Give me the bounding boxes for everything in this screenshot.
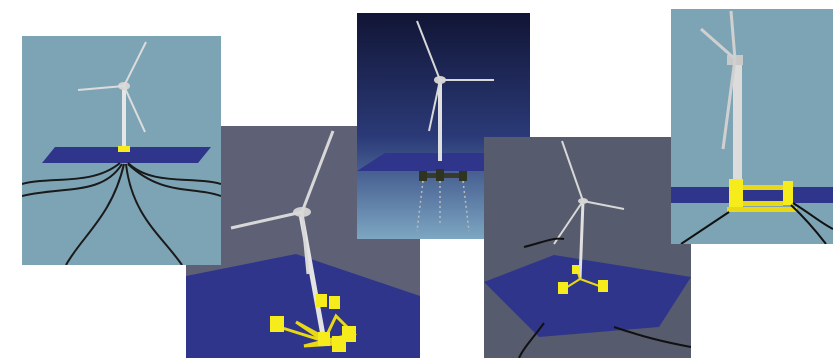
platform-yellow: [270, 294, 357, 352]
blade: [300, 211, 310, 275]
mooring-lines: [518, 237, 691, 358]
mooring-lines: [22, 162, 221, 265]
turbine-scene-1: [22, 36, 221, 265]
mooring-lines: [680, 202, 833, 244]
blade: [123, 85, 146, 133]
blade: [729, 10, 737, 60]
turbine-panel-barge: [22, 36, 221, 265]
tower: [578, 200, 585, 280]
turbine-scene-4: [484, 137, 691, 358]
blade: [77, 85, 125, 91]
sea-surface: [42, 147, 211, 163]
turbine-panel-semisubmersible-3col: [484, 137, 691, 358]
blade: [582, 200, 625, 210]
sea-surface: [186, 254, 420, 358]
platform-yellow: [558, 265, 608, 294]
blade: [230, 210, 303, 230]
turbine-scene-5: [671, 9, 833, 244]
blade: [428, 79, 441, 132]
barge-platform: [118, 146, 130, 152]
sea-surface: [484, 255, 691, 337]
tendons: [416, 180, 470, 232]
tower: [733, 61, 742, 187]
blade: [700, 27, 736, 61]
blade: [123, 41, 147, 87]
turbine-panel-close-up: [671, 9, 833, 244]
blade: [416, 20, 441, 81]
blade: [561, 140, 584, 202]
blade: [553, 200, 584, 245]
tlp-hull: [419, 169, 467, 181]
blade: [721, 58, 737, 150]
platform-yellow: [727, 179, 797, 212]
blade: [300, 130, 335, 213]
